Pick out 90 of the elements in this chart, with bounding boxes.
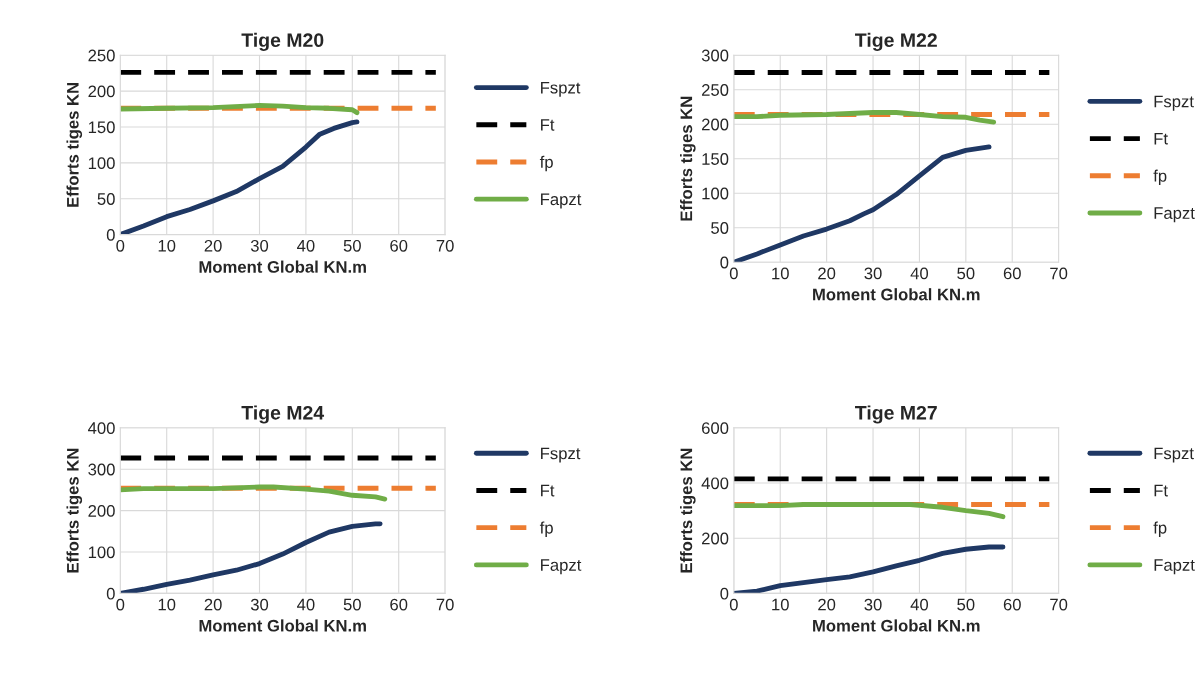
- x-axis-title: Moment Global KN.m: [199, 260, 366, 273]
- y-tick-label: 100: [88, 546, 115, 559]
- x-tick-label: 0: [116, 239, 125, 252]
- x-tick-label: 60: [1003, 598, 1021, 611]
- y-tick-label: 200: [702, 118, 729, 131]
- x-tick-label: 50: [343, 239, 361, 252]
- line-series: [120, 119, 360, 235]
- legend-label: Fapzt: [541, 193, 582, 209]
- x-axis-title: Moment Global KN.m: [199, 619, 366, 632]
- x-tick-label: 0: [116, 598, 125, 611]
- y-tick-label: 0: [720, 256, 729, 269]
- y-tick-label: 100: [88, 157, 115, 170]
- line-series: [733, 544, 1006, 594]
- legend-label: Fapzt: [1154, 207, 1195, 223]
- line-series: [120, 521, 383, 594]
- x-tick-label: 60: [390, 598, 408, 611]
- x-tick-label: 30: [864, 267, 882, 280]
- x-tick-label: 40: [910, 598, 929, 611]
- x-tick-label: 60: [1003, 267, 1021, 280]
- legend-label: Fspzt: [1154, 447, 1194, 463]
- x-tick-label: 70: [436, 598, 454, 611]
- x-tick-label: 60: [390, 239, 408, 252]
- y-axis-title: Efforts tiges KN: [66, 83, 83, 207]
- x-tick-label: 40: [297, 239, 315, 252]
- chart-title: Tige M20: [241, 32, 324, 51]
- x-tick-label: 50: [957, 267, 975, 280]
- chart-title: Tige M24: [241, 405, 325, 424]
- legend-label: fp: [1153, 169, 1167, 186]
- x-tick-label: 20: [818, 267, 836, 280]
- y-tick-label: 100: [702, 187, 729, 200]
- y-axis-title: Efforts tiges KN: [66, 448, 83, 573]
- legend-label: Fapzt: [1154, 559, 1195, 575]
- legend-label: fp: [1153, 521, 1167, 537]
- line-series: [120, 484, 388, 502]
- y-tick-label: 300: [701, 49, 729, 62]
- x-tick-label: 10: [772, 267, 789, 280]
- y-tick-label: 0: [720, 587, 729, 600]
- x-tick-label: 10: [772, 598, 789, 611]
- y-axis-title: Efforts tiges KN: [680, 96, 696, 221]
- y-axis-title: Efforts tiges KN: [680, 448, 696, 573]
- y-tick-label: 50: [97, 193, 115, 205]
- line-series: [733, 144, 992, 263]
- legend-label: Fapzt: [541, 559, 582, 575]
- y-tick-label: 0: [106, 587, 115, 600]
- x-tick-label: 20: [818, 598, 836, 611]
- y-tick-label: 0: [106, 229, 115, 241]
- x-tick-label: 10: [158, 598, 176, 611]
- legend-label: Ft: [1154, 484, 1168, 497]
- x-tick-label: 50: [343, 598, 361, 611]
- y-tick-label: 250: [702, 84, 729, 96]
- chart-title: Tige M22: [855, 32, 937, 51]
- legend-label: fp: [539, 155, 553, 172]
- y-tick-label: 200: [702, 532, 729, 545]
- y-tick-label: 150: [702, 153, 729, 165]
- y-tick-label: 400: [701, 477, 729, 490]
- x-tick-label: 0: [729, 598, 738, 611]
- y-tick-label: 600: [702, 422, 729, 434]
- x-tick-label: 40: [910, 267, 929, 280]
- x-tick-label: 30: [250, 598, 269, 611]
- x-tick-label: 40: [297, 598, 315, 611]
- x-tick-label: 50: [957, 598, 975, 611]
- legend-label: Ft: [541, 484, 555, 497]
- y-tick-label: 400: [88, 422, 115, 434]
- chart-title: Tige M27: [855, 405, 937, 424]
- legend-label: Ft: [541, 119, 555, 131]
- y-tick-label: 250: [88, 49, 115, 62]
- x-tick-label: 70: [1050, 267, 1068, 280]
- legend-label: Fspzt: [541, 81, 581, 97]
- x-axis-title: Moment Global KN.m: [813, 619, 980, 632]
- x-tick-label: 10: [158, 239, 176, 252]
- legend-label: Ft: [1154, 132, 1168, 145]
- y-tick-label: 300: [88, 463, 115, 476]
- x-tick-label: 0: [729, 267, 738, 280]
- x-tick-label: 70: [1050, 598, 1068, 611]
- x-tick-label: 30: [250, 239, 269, 252]
- y-tick-label: 200: [88, 505, 115, 517]
- x-axis-title: Moment Global KN.m: [813, 288, 980, 301]
- legend-label: Fspzt: [1154, 95, 1194, 111]
- x-tick-label: 20: [204, 598, 222, 611]
- y-tick-label: 50: [711, 222, 729, 234]
- legend-label: fp: [539, 521, 553, 537]
- y-tick-label: 150: [88, 121, 115, 134]
- x-tick-label: 70: [436, 239, 454, 252]
- y-tick-label: 200: [88, 85, 115, 98]
- line-series: [733, 502, 1006, 520]
- x-tick-label: 20: [204, 239, 222, 252]
- x-tick-label: 30: [864, 598, 882, 611]
- legend-label: Fspzt: [541, 447, 581, 463]
- line-series: [733, 110, 997, 125]
- line-series: [120, 103, 360, 116]
